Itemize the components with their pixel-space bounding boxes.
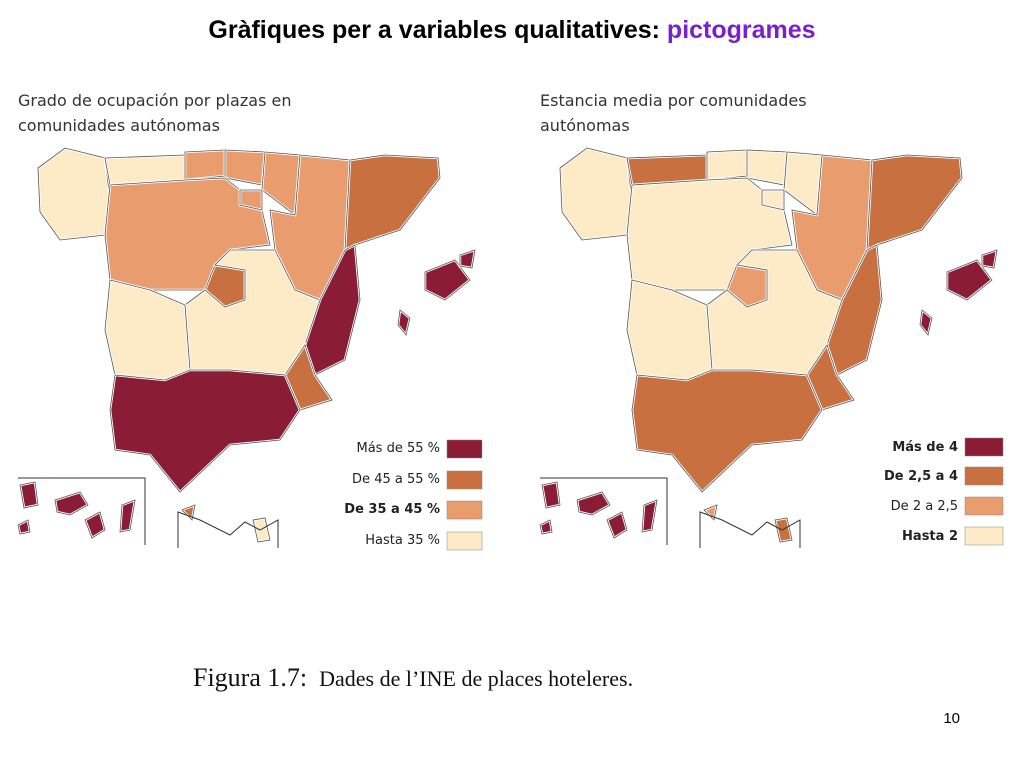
- region-outline: [946, 259, 993, 301]
- region-navarra: [782, 150, 824, 218]
- region-outline: [576, 491, 611, 516]
- region-cantabria: [705, 148, 749, 182]
- region-andalucia: [630, 368, 824, 494]
- legend-swatch: [964, 526, 1004, 546]
- slide-title: Gràfiques per a variables qualitatives: …: [208, 16, 815, 44]
- region-cataluna: [865, 153, 964, 253]
- legend-swatch: [446, 531, 483, 551]
- region-outline: [459, 249, 476, 269]
- region-la-rioja: [760, 188, 786, 212]
- region-outline: [826, 244, 883, 376]
- region-pais-vasco: [745, 148, 789, 187]
- legend-swatch: [446, 470, 483, 490]
- legend-label: De 35 a 45 %: [344, 502, 440, 517]
- inset-frame: [18, 477, 146, 545]
- caption: Figura 1.7: Dades de l’INE de places hote…: [193, 663, 633, 692]
- caption-label: Figura 1.7:: [193, 663, 307, 692]
- region-outline: [774, 517, 793, 543]
- region-outline: [806, 344, 855, 411]
- region-pais-vasco: [223, 148, 267, 187]
- region-galicia: [36, 146, 112, 242]
- map-title: Grado de ocupación por plazas en: [18, 91, 291, 110]
- region-canarias: [53, 490, 90, 517]
- title-highlight: pictogrames: [667, 16, 816, 44]
- legend-swatch: [964, 437, 1004, 457]
- region-outline: [119, 499, 136, 533]
- region-outline: [631, 369, 823, 493]
- region-outline: [761, 189, 785, 211]
- region-outline: [397, 309, 411, 336]
- region-galicia: [558, 146, 634, 242]
- region-outline: [239, 189, 263, 211]
- region-andalucia: [108, 368, 302, 494]
- region-extremadura: [103, 278, 192, 382]
- region-outline: [84, 511, 106, 539]
- map-title: Estancia media por comunidades: [540, 91, 807, 110]
- region-outline: [424, 259, 471, 301]
- region-outline: [284, 344, 333, 411]
- region-canarias: [575, 490, 612, 517]
- map-title: autónomas: [540, 116, 630, 135]
- caption-text: Dades de l’INE de places hoteleres.: [319, 666, 633, 691]
- legend: Más de 55 % De 45 a 55 % De 35 a 45 % Ha…: [344, 439, 483, 551]
- inset-frame: [699, 511, 801, 548]
- legend-label: De 2,5 a 4: [884, 469, 958, 484]
- legend-label: Más de 4: [892, 440, 958, 455]
- region-outline: [606, 511, 628, 539]
- legend-label: Hasta 2: [902, 529, 958, 544]
- legend-swatch: [964, 496, 1004, 516]
- region-navarra: [260, 150, 302, 218]
- region-outline: [981, 249, 998, 269]
- region-extremadura: [625, 278, 714, 382]
- map-title: comunidades autónomas: [18, 116, 220, 135]
- region-outline: [919, 309, 933, 336]
- inset-frame: [540, 477, 668, 545]
- map: [538, 146, 999, 548]
- region-outline: [304, 244, 361, 376]
- region-outline: [17, 519, 31, 535]
- legend-label: De 2 a 2,5: [891, 499, 958, 514]
- region-outline: [252, 517, 271, 543]
- map: [16, 146, 477, 548]
- legend-swatch: [446, 439, 483, 459]
- region-outline: [109, 369, 301, 493]
- legend-label: De 45 a 55 %: [352, 472, 440, 487]
- legend-swatch: [964, 466, 1004, 486]
- page-number: 10: [943, 710, 960, 727]
- region-la-rioja: [238, 188, 264, 212]
- region-canarias: [83, 510, 107, 540]
- inset-frame: [177, 511, 279, 548]
- legend-label: Hasta 35 %: [365, 533, 440, 548]
- region-outline: [541, 481, 561, 509]
- legend-swatch: [446, 500, 483, 520]
- region-canarias: [605, 510, 629, 540]
- region-outline: [19, 481, 39, 509]
- region-cantabria: [183, 148, 227, 182]
- region-outline: [641, 499, 658, 533]
- legend-label: Más de 55 %: [357, 441, 441, 456]
- legend: Más de 4 De 2,5 a 4 De 2 a 2,5 Hasta 2: [884, 437, 1004, 546]
- region-outline: [539, 519, 553, 535]
- title-text: Gràfiques per a variables qualitatives:: [208, 16, 660, 44]
- region-outline: [54, 491, 89, 516]
- region-cataluna: [343, 153, 442, 253]
